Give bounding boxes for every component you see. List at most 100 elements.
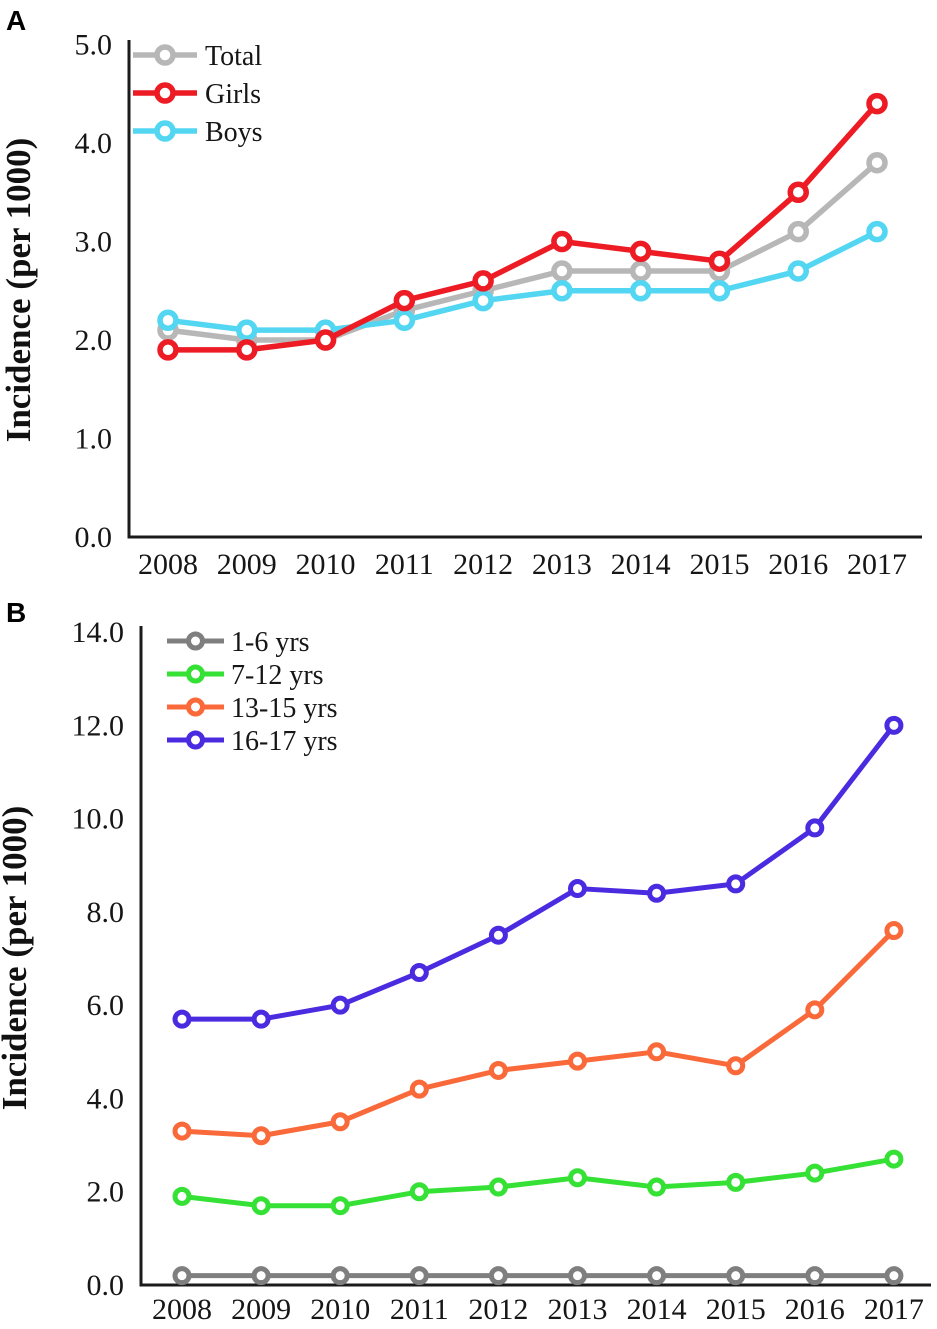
- legend-swatch-marker: [186, 631, 205, 651]
- x-tick-label: 2017: [864, 1293, 924, 1326]
- data-point-16-17-yrs: [172, 1009, 192, 1029]
- data-point-boys: [551, 280, 573, 302]
- data-point-total: [629, 260, 652, 282]
- x-tick-label: 2009: [217, 548, 277, 581]
- y-tick-label: 10.0: [72, 803, 125, 836]
- y-tick-label: 0.0: [87, 1269, 125, 1302]
- legend-swatch-marker: [186, 697, 205, 717]
- data-point-16-17-yrs: [488, 925, 508, 945]
- data-point-13-15-yrs: [884, 921, 904, 941]
- data-point-13-15-yrs: [726, 1056, 746, 1076]
- legend-label: Girls: [205, 79, 261, 110]
- panel-b-y-axis-title: Incidence (per 1000): [0, 806, 34, 1111]
- data-point-1-6-yrs: [884, 1266, 904, 1286]
- legend-label: 7-12 yrs: [231, 660, 324, 691]
- x-tick-label: 2009: [231, 1293, 291, 1326]
- data-point-boys: [866, 220, 888, 243]
- data-point-7-12-yrs: [568, 1168, 587, 1188]
- data-point-girls: [314, 329, 337, 351]
- data-point-13-15-yrs: [805, 1000, 825, 1020]
- series-line-13-15-yrs: [181, 928, 896, 1139]
- panel-b-letter: B: [6, 597, 26, 628]
- panel-b-plot: 0.0 2.0 4.0 6.0 8.0 10.0 12.0 14.0 2008 2009 2010 2…: [72, 616, 931, 1326]
- data-point-7-12-yrs: [409, 1182, 429, 1202]
- legend-label: 13-15 yrs: [231, 693, 338, 724]
- y-tick-label: 14.0: [72, 616, 125, 649]
- series-line-7-12-yrs: [181, 1156, 895, 1209]
- data-point-girls: [551, 230, 573, 253]
- data-point-16-17-yrs: [726, 874, 746, 894]
- data-point-13-15-yrs: [568, 1051, 587, 1071]
- data-point-16-17-yrs: [568, 879, 587, 899]
- x-tick-label: 2010: [310, 1293, 370, 1326]
- x-tick-label: 2015: [689, 548, 749, 581]
- x-tick-label: 2011: [390, 1293, 449, 1326]
- x-tick-label: 2011: [375, 548, 434, 581]
- series-line-girls: [168, 101, 880, 353]
- data-point-1-6-yrs: [805, 1266, 825, 1286]
- data-point-boys: [472, 289, 494, 312]
- legend-label: 1-6 yrs: [231, 627, 310, 658]
- data-point-boys: [708, 280, 731, 302]
- data-point-girls: [236, 339, 258, 361]
- data-point-7-12-yrs: [251, 1196, 271, 1216]
- y-tick-label: 2.0: [75, 324, 113, 357]
- data-point-boys: [629, 280, 652, 302]
- x-tick-label: 2015: [706, 1293, 766, 1326]
- data-point-girls: [866, 92, 888, 115]
- panel-a-letter: A: [6, 5, 26, 36]
- legend-swatch-marker: [186, 664, 205, 684]
- legend-swatch-marker: [186, 730, 205, 750]
- x-tick-label: 2008: [152, 1293, 212, 1326]
- data-point-1-6-yrs: [488, 1266, 508, 1286]
- y-tick-label: 8.0: [87, 896, 125, 929]
- data-point-13-15-yrs: [251, 1126, 271, 1146]
- x-tick-label: 2010: [296, 548, 356, 581]
- data-point-boys: [787, 260, 809, 282]
- y-tick-label: 4.0: [87, 1082, 125, 1115]
- data-point-13-15-yrs: [172, 1121, 192, 1141]
- data-point-7-12-yrs: [805, 1163, 825, 1183]
- data-point-7-12-yrs: [884, 1149, 904, 1169]
- x-tick-label: 2016: [768, 548, 828, 581]
- axis-lines: [139, 626, 931, 1287]
- y-tick-label: 3.0: [75, 226, 113, 259]
- data-point-1-6-yrs: [330, 1266, 350, 1286]
- data-point-total: [866, 151, 888, 174]
- data-point-total: [787, 220, 809, 243]
- data-point-7-12-yrs: [726, 1172, 746, 1192]
- x-tick-label: 2008: [138, 548, 198, 581]
- y-tick-label: 12.0: [72, 709, 125, 742]
- data-point-boys: [393, 309, 416, 332]
- data-point-1-6-yrs: [251, 1266, 271, 1286]
- data-point-13-15-yrs: [647, 1042, 667, 1062]
- data-point-13-15-yrs: [488, 1060, 508, 1080]
- x-tick-label: 2016: [785, 1293, 845, 1326]
- data-point-7-12-yrs: [647, 1177, 667, 1197]
- data-point-16-17-yrs: [805, 818, 825, 838]
- data-point-16-17-yrs: [330, 995, 350, 1015]
- data-point-girls: [472, 270, 494, 292]
- data-point-girls: [393, 289, 416, 312]
- data-point-7-12-yrs: [330, 1196, 350, 1216]
- x-tick-label: 2013: [548, 1293, 608, 1326]
- data-point-girls: [157, 339, 179, 361]
- data-point-girls: [629, 240, 652, 263]
- y-tick-label: 4.0: [75, 127, 113, 160]
- data-point-boys: [236, 319, 258, 341]
- axis-lines: [127, 40, 922, 539]
- y-tick-label: 0.0: [75, 521, 113, 554]
- series-line-total: [167, 160, 879, 343]
- panel-a-plot: 0.0 1.0 2.0 3.0 4.0 5.0 2008 2009 2010 2011 2012 20…: [75, 29, 922, 581]
- data-point-girls: [708, 250, 731, 272]
- x-tick-label: 2017: [847, 548, 907, 581]
- data-point-1-6-yrs: [172, 1266, 192, 1286]
- x-tick-label: 2012: [468, 1293, 528, 1326]
- data-point-16-17-yrs: [647, 883, 667, 903]
- legend-swatch-marker: [154, 44, 176, 66]
- legend-label: Boys: [205, 117, 263, 148]
- data-point-7-12-yrs: [172, 1186, 192, 1206]
- legend-label: Total: [205, 41, 262, 72]
- data-point-16-17-yrs: [251, 1009, 271, 1029]
